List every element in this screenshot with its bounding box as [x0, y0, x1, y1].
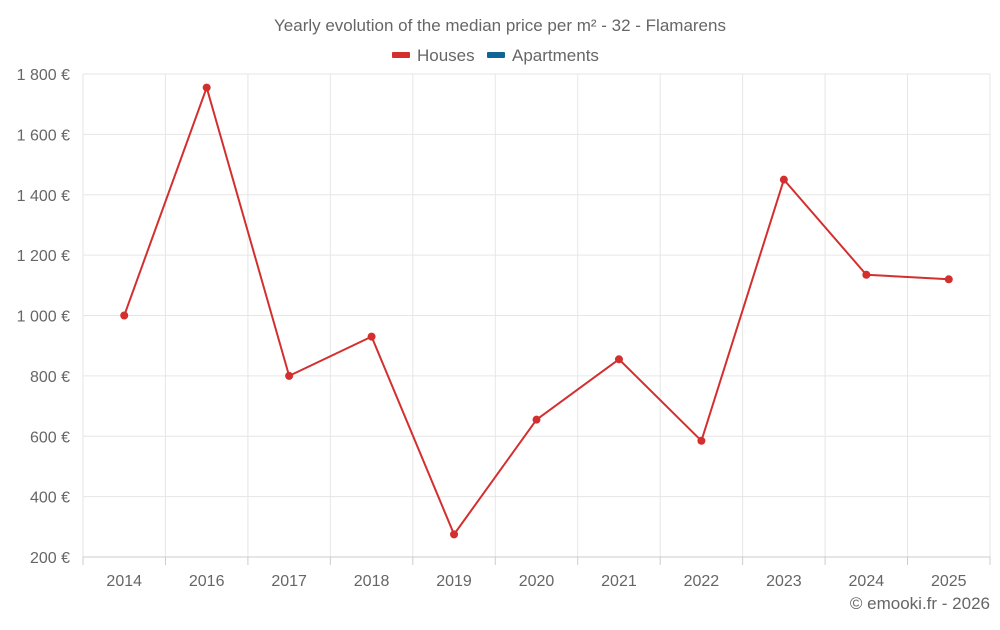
chart-title: Yearly evolution of the median price per… [274, 16, 726, 35]
y-tick-label: 200 € [30, 550, 70, 567]
y-axis-ticks: 200 € 400 € 600 € 800 € 1 000 € 1 200 € 1 400 … [17, 67, 70, 567]
credit-text: © emooki.fr - 2026 [850, 594, 990, 613]
data-point-houses-2014[interactable] [120, 311, 129, 320]
data-point-houses-2019[interactable] [450, 530, 459, 539]
data-point-houses-2025[interactable] [944, 275, 953, 284]
y-tick-label: 800 € [30, 369, 70, 386]
x-tick-label: 2020 [519, 573, 555, 590]
x-axis-ticks: 2014 2016 2017 2018 2019 2020 2021 2022 2023 2024… [106, 573, 966, 590]
series [120, 83, 953, 539]
data-point-houses-2018[interactable] [367, 332, 376, 341]
legend-swatch-apartments [487, 52, 505, 58]
x-tick-label: 2014 [106, 573, 142, 590]
data-point-houses-2022[interactable] [697, 436, 706, 445]
legend: Houses Apartments [392, 46, 599, 65]
x-tick-label: 2017 [271, 573, 307, 590]
y-tick-label: 1 400 € [17, 188, 70, 205]
legend-label-apartments: Apartments [512, 46, 599, 65]
y-tick-label: 1 800 € [17, 67, 70, 84]
legend-item-houses[interactable]: Houses [392, 46, 475, 65]
grid [82, 73, 991, 558]
y-tick-label: 1 000 € [17, 309, 70, 326]
y-tick-label: 600 € [30, 429, 70, 446]
data-point-houses-2017[interactable] [285, 371, 294, 380]
y-tick-label: 400 € [30, 490, 70, 507]
legend-swatch-houses [392, 52, 410, 58]
x-tick-label: 2019 [436, 573, 472, 590]
legend-label-houses: Houses [417, 46, 475, 65]
axes [82, 556, 991, 565]
x-tick-label: 2023 [766, 573, 802, 590]
y-tick-label: 1 200 € [17, 248, 70, 265]
x-tick-label: 2016 [189, 573, 225, 590]
data-point-houses-2024[interactable] [862, 270, 871, 279]
y-tick-label: 1 600 € [17, 127, 70, 144]
x-tick-label: 2022 [684, 573, 720, 590]
x-tick-label: 2018 [354, 573, 390, 590]
x-tick-label: 2021 [601, 573, 637, 590]
legend-item-apartments[interactable]: Apartments [487, 46, 599, 65]
data-point-houses-2016[interactable] [202, 83, 211, 92]
x-tick-label: 2024 [849, 573, 885, 590]
data-point-houses-2020[interactable] [532, 415, 541, 424]
data-point-houses-2023[interactable] [779, 175, 788, 184]
data-point-houses-2021[interactable] [614, 355, 623, 364]
x-tick-label: 2025 [931, 573, 967, 590]
